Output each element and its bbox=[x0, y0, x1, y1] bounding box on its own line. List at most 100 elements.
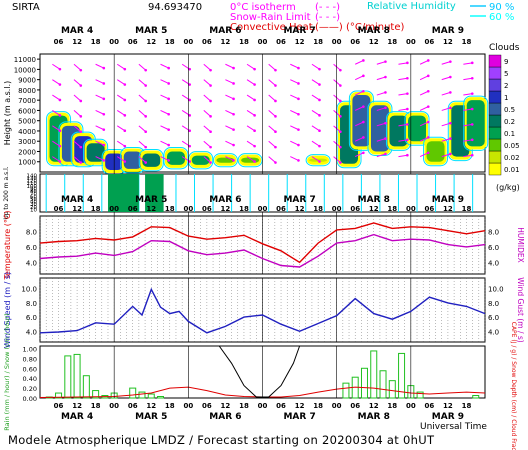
cloud-cell bbox=[142, 153, 161, 167]
wind-barb bbox=[160, 94, 169, 100]
day-label: MAR 8 bbox=[358, 195, 390, 205]
wind-barb-head bbox=[384, 106, 387, 110]
colorbar-swatch bbox=[488, 150, 502, 164]
day-label: MAR 4 bbox=[61, 195, 93, 205]
day-label: MAR 5 bbox=[135, 26, 167, 36]
colorbar-swatch bbox=[488, 78, 502, 92]
wind-barb bbox=[73, 156, 82, 163]
low-layer-axis-label: Up to 200 m a.s.l. bbox=[3, 166, 10, 219]
legend-label: Convective Heat. bbox=[230, 22, 316, 33]
colorbar-tick-label: 0.01 bbox=[504, 166, 520, 174]
hour-tick-label: 12 bbox=[295, 38, 305, 46]
colorbar-tick-label: 0.2 bbox=[504, 118, 515, 126]
wind-barb bbox=[419, 60, 429, 65]
hour-tick-label: 18 bbox=[313, 402, 323, 410]
wind-barb bbox=[138, 110, 147, 117]
wind-barb-head bbox=[297, 159, 300, 162]
y-axis-label: Wind Speed (m / s) bbox=[3, 272, 12, 348]
wind-barb bbox=[116, 79, 126, 85]
humidity-contour bbox=[463, 95, 489, 151]
wind-barb-head bbox=[274, 84, 277, 87]
wind-barb bbox=[116, 140, 126, 147]
height-tick-label: 6000 bbox=[18, 107, 36, 115]
humidity-contour bbox=[212, 153, 238, 168]
wind-barb-head bbox=[188, 144, 192, 148]
wind-barb bbox=[333, 94, 341, 102]
cloud-cell bbox=[352, 95, 371, 147]
wind-barb-head bbox=[209, 84, 212, 87]
wind-barb-head bbox=[102, 159, 106, 162]
wind-barb-head bbox=[209, 130, 212, 134]
hour-tick-label: 18 bbox=[239, 38, 249, 46]
wind-barb-head bbox=[384, 75, 387, 79]
wind-barb bbox=[73, 63, 82, 71]
colorbar-swatch bbox=[488, 90, 502, 104]
hour-tick-label: 06 bbox=[54, 38, 64, 46]
wind-barb bbox=[95, 94, 104, 100]
wind-barb bbox=[138, 94, 147, 102]
height-tick-label: 9000 bbox=[18, 77, 36, 85]
wind-barb-head bbox=[470, 153, 474, 157]
y-tick-label: 0.40 bbox=[23, 375, 37, 383]
wind-barb-head bbox=[102, 112, 106, 116]
hour-tick-label: 18 bbox=[387, 38, 397, 46]
humidity-contour bbox=[423, 136, 449, 167]
humidity-contour bbox=[305, 154, 331, 167]
wind-barb-head bbox=[167, 143, 170, 147]
wind-barb bbox=[333, 63, 341, 71]
wind-barb-head bbox=[339, 68, 342, 72]
wind-barb-head bbox=[123, 129, 127, 133]
hour-tick-label: 12 bbox=[369, 38, 379, 46]
wind-barb bbox=[311, 156, 320, 162]
wind-barb-head bbox=[339, 145, 342, 149]
wind-barb bbox=[268, 125, 276, 133]
cloud-cell bbox=[166, 151, 185, 165]
low-layer-tick-label: 20 bbox=[30, 205, 37, 211]
wind-barb-head bbox=[209, 99, 212, 103]
hour-tick-label: 00 bbox=[109, 402, 119, 410]
colorbar-swatch bbox=[488, 114, 502, 128]
wind-barb bbox=[268, 63, 276, 71]
y-axis-label: Temperature (°C) bbox=[3, 210, 12, 280]
wind-barb bbox=[95, 140, 104, 146]
hour-tick-label: 18 bbox=[91, 205, 101, 213]
wind-barb-head bbox=[188, 129, 192, 133]
wind-barb-head bbox=[253, 129, 256, 133]
y-tick-label-right: 6.0 bbox=[488, 314, 499, 322]
wind-barb bbox=[225, 125, 234, 131]
wind-barb-head bbox=[232, 112, 235, 116]
wind-barb bbox=[290, 79, 299, 84]
wind-barb bbox=[246, 125, 255, 132]
wind-barb-head bbox=[144, 115, 147, 118]
hour-tick-label: 06 bbox=[276, 205, 286, 213]
day-label: MAR 5 bbox=[135, 412, 167, 422]
wind-barb-head bbox=[426, 136, 430, 139]
wind-barb-head bbox=[274, 99, 277, 103]
precipitation-panel: MAR 4 MAR 5 MAR 6 MAR 7 MAR 8 MAR 9 06 12 18 00 06… bbox=[3, 313, 517, 450]
wind-barb-head bbox=[449, 91, 452, 94]
wind-barb bbox=[354, 75, 364, 81]
hour-tick-label: 00 bbox=[183, 402, 193, 410]
hour-tick-label: 00 bbox=[183, 205, 193, 213]
day-label: MAR 4 bbox=[61, 26, 93, 36]
wind-barb-head bbox=[384, 91, 387, 94]
cloud-cell bbox=[389, 115, 408, 147]
wind-barb-head bbox=[232, 143, 235, 147]
precip-bar bbox=[388, 380, 396, 399]
wind-barb-head bbox=[167, 112, 170, 116]
low-layer-cloud bbox=[107, 174, 139, 212]
wind-barb bbox=[290, 94, 299, 100]
hour-tick-label: 06 bbox=[350, 205, 360, 213]
precip-bar bbox=[73, 353, 81, 399]
cloud-cell bbox=[408, 115, 427, 142]
wind-barb bbox=[398, 62, 408, 65]
legend-style: (——) (°C/minute) bbox=[315, 22, 405, 33]
wind-barb bbox=[203, 140, 211, 148]
wind-barb bbox=[463, 93, 473, 96]
wind-barb bbox=[376, 107, 386, 111]
wind-barb-head bbox=[58, 129, 62, 133]
wind-barb-head bbox=[274, 145, 277, 149]
wind-barb bbox=[95, 63, 104, 69]
low-layer-cloud bbox=[145, 174, 164, 212]
precip-bar bbox=[398, 352, 406, 399]
